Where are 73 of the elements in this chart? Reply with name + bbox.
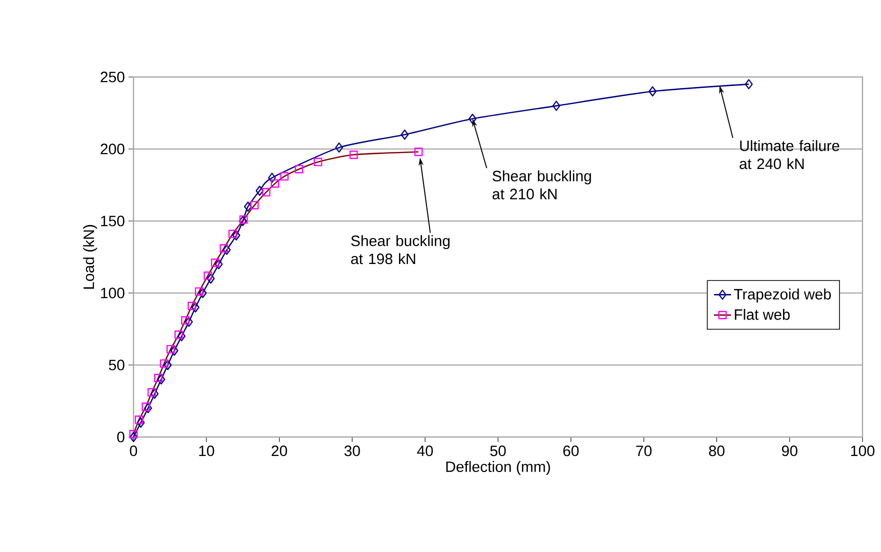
point xyxy=(166,344,175,354)
legend-label: Trapezoid web xyxy=(734,288,831,302)
point xyxy=(552,100,560,111)
annotation: Ultimate failure at 240 kN xyxy=(740,140,840,170)
point xyxy=(144,403,152,414)
point xyxy=(239,215,248,224)
point xyxy=(164,360,172,370)
point xyxy=(268,172,276,183)
x-tick-label: 40 xyxy=(417,446,433,456)
point xyxy=(198,288,207,298)
x-tick-label: 100 xyxy=(851,446,874,456)
point xyxy=(129,430,138,438)
point xyxy=(256,186,264,196)
point xyxy=(214,259,223,270)
point xyxy=(220,244,228,253)
point xyxy=(250,200,259,210)
x-tick-label: 30 xyxy=(344,446,360,456)
point xyxy=(228,230,237,238)
point xyxy=(204,272,212,280)
x-tick-label: 10 xyxy=(199,446,214,456)
y-tick-label: 150 xyxy=(101,216,124,226)
point xyxy=(181,316,190,325)
point xyxy=(194,287,204,296)
x-tick-label: 20 xyxy=(272,446,288,456)
point xyxy=(160,359,168,368)
point xyxy=(142,402,150,411)
point xyxy=(349,150,358,159)
point xyxy=(150,388,159,399)
y-tick-label: 50 xyxy=(108,360,124,370)
point xyxy=(270,179,280,188)
x-tick-label: 50 xyxy=(490,446,506,456)
point xyxy=(206,274,215,284)
point xyxy=(154,374,162,382)
annotation: Shear buckling at 198 kN xyxy=(351,235,450,264)
point xyxy=(134,416,144,424)
point xyxy=(280,172,289,181)
point xyxy=(314,158,322,166)
x-tick-label: 80 xyxy=(709,446,724,456)
x-tick-label: 60 xyxy=(563,446,579,456)
point xyxy=(170,346,178,356)
point xyxy=(294,164,304,174)
legend-label: Flat web xyxy=(734,308,790,320)
y-tick-label: 200 xyxy=(100,144,124,154)
point xyxy=(262,188,270,196)
x-axis-title: Deflection (mm) xyxy=(446,461,550,475)
point xyxy=(130,432,138,442)
y-tick-label: 100 xyxy=(101,288,124,298)
point xyxy=(244,202,252,212)
y-tick-label: 0 xyxy=(117,432,124,442)
x-tick-label: 0 xyxy=(130,446,138,456)
point xyxy=(414,148,423,156)
point xyxy=(238,216,247,226)
point xyxy=(157,374,166,384)
x-tick-label: 90 xyxy=(782,446,798,456)
x-tick-label: 70 xyxy=(636,446,652,456)
point xyxy=(178,331,186,342)
point xyxy=(468,114,476,124)
point xyxy=(400,130,409,140)
point xyxy=(148,388,156,397)
y-tick-label: 250 xyxy=(100,72,124,82)
point xyxy=(191,302,200,312)
point xyxy=(744,79,753,90)
annotation: Shear buckling at 210 kN xyxy=(492,170,591,200)
y-axis-title: Load (kN) xyxy=(83,225,98,289)
point xyxy=(222,244,231,255)
point xyxy=(136,418,145,428)
point xyxy=(648,86,657,96)
point xyxy=(210,258,220,267)
point xyxy=(232,230,240,240)
point xyxy=(184,316,193,327)
point xyxy=(188,302,196,310)
point xyxy=(174,330,183,339)
point xyxy=(335,142,344,153)
